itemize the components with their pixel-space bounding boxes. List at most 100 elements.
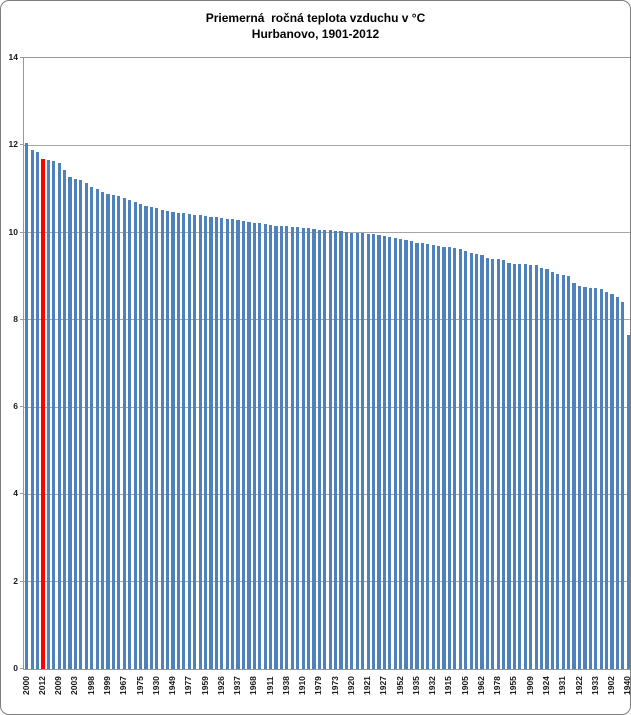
bar-rank-33: [198, 215, 202, 669]
bar-rank-98: [550, 271, 554, 669]
bar-rank-3: [35, 151, 40, 669]
bar-1998: [90, 186, 94, 669]
bar-1910: [301, 227, 305, 669]
bar-rank-18: [117, 196, 121, 669]
bar-rank-23: [144, 205, 148, 669]
gridline-y-2: [24, 581, 630, 583]
bar-1940: [626, 335, 630, 669]
y-axis-tick-mark: [20, 318, 24, 320]
x-axis-tick-label-1915: 1915: [443, 676, 454, 695]
bar-rank-111: [621, 301, 625, 669]
bar-1921: [366, 233, 370, 669]
y-axis-tick-label: 4: [13, 488, 18, 499]
chart-title: Priemerná ročná teplota vzduchu v °C: [205, 11, 426, 25]
bar-rank-8: [63, 170, 67, 669]
bar-rank-48: [279, 226, 284, 669]
bar-rank-36: [214, 217, 218, 669]
x-axis-tick-label-1940: 1940: [622, 676, 631, 695]
bar-rank-35: [209, 216, 213, 669]
bar-rank-81: [458, 249, 462, 669]
y-axis-tick-mark: [20, 668, 24, 669]
y-axis-tick-mark: [20, 57, 24, 58]
bar-rank-42: [247, 222, 251, 669]
x-axis-tick-label-1931: 1931: [557, 676, 568, 695]
x-axis-tick-label-1933: 1933: [589, 676, 600, 695]
bar-rank-12: [84, 183, 88, 669]
bar-1937: [236, 220, 240, 669]
bar-rank-15: [100, 191, 105, 669]
bar-rank-101: [567, 276, 571, 669]
bar-rank-27: [166, 211, 170, 669]
bar-1973: [334, 230, 338, 669]
x-axis-tick-label-2009: 2009: [53, 676, 64, 695]
bar-rank-66: [377, 234, 381, 669]
bar-1932: [431, 244, 435, 669]
chart-title-block: Priemerná ročná teplota vzduchu v °C Hur…: [1, 10, 630, 42]
bar-rank-80: [453, 248, 457, 669]
x-axis-tick-label-1959: 1959: [199, 676, 210, 695]
bar-rank-63: [361, 233, 365, 669]
gridline-y-6: [24, 406, 630, 408]
bar-1909: [529, 264, 533, 669]
bar-1911: [268, 225, 273, 669]
bar-rank-74: [420, 243, 424, 669]
bar-rank-51: [296, 227, 300, 669]
bar-1999: [106, 193, 110, 669]
bar-rank-62: [355, 233, 359, 669]
x-axis-tick-label-1910: 1910: [297, 676, 308, 695]
bar-rank-47: [274, 225, 278, 669]
y-axis-tick-label: 8: [13, 313, 18, 324]
x-axis-tick-label-1902: 1902: [606, 676, 617, 695]
bar-1931: [561, 275, 565, 669]
bar-rank-87: [491, 258, 495, 669]
bar-1927: [382, 235, 386, 669]
bar-1930: [155, 208, 159, 669]
bar-rank-105: [588, 287, 592, 669]
bar-rank-93: [523, 264, 527, 669]
bar-1959: [203, 216, 208, 669]
x-axis-tick-label-1932: 1932: [427, 676, 438, 695]
x-axis-tick-label-2012: 2012: [36, 676, 47, 695]
x-axis-tick-label-1968: 1968: [248, 676, 259, 695]
x-axis-tick-label-1967: 1967: [118, 676, 129, 695]
bar-1975: [138, 203, 143, 669]
bar-rank-89: [502, 260, 506, 669]
plot-area: [23, 57, 630, 670]
bar-rank-110: [615, 296, 620, 669]
x-axis-tick-label-1975: 1975: [134, 676, 145, 695]
bar-rank-108: [605, 291, 609, 669]
y-axis-tick-label: 14: [8, 52, 18, 62]
bar-2012: [41, 159, 45, 669]
gridline-y-4: [24, 493, 630, 495]
x-axis-tick-label-1909: 1909: [524, 676, 535, 695]
bar-rank-17: [111, 194, 115, 669]
x-axis-tick-label-1921: 1921: [362, 676, 373, 695]
bar-rank-50: [290, 226, 294, 669]
bar-1977: [187, 213, 191, 669]
x-axis-tick-label-1949: 1949: [167, 676, 178, 695]
bar-rank-72: [409, 240, 414, 669]
x-axis-tick-label-1955: 1955: [508, 676, 519, 695]
bar-rank-107: [599, 288, 603, 669]
bar-2003: [73, 179, 78, 669]
x-axis-tick-label-1999: 1999: [102, 676, 112, 695]
x-axis-tick-label-2003: 2003: [69, 676, 80, 695]
bar-1962: [480, 255, 484, 669]
y-axis-tick-label: 6: [13, 401, 18, 412]
bar-rank-83: [469, 252, 473, 669]
x-axis-tick-label-1952: 1952: [394, 676, 405, 695]
x-axis-tick-label-1911: 1911: [264, 676, 275, 695]
bar-rank-102: [572, 282, 576, 669]
bar-rank-65: [371, 233, 376, 669]
bar-rank-78: [442, 246, 446, 669]
bar-1902: [610, 293, 614, 669]
x-axis-tick-label-1935: 1935: [410, 676, 421, 695]
bar-rank-14: [95, 188, 99, 669]
bar-1968: [252, 222, 256, 669]
x-axis-tick-label-1978: 1978: [492, 676, 503, 695]
bar-1978: [496, 259, 500, 669]
bar-1905: [464, 250, 468, 669]
bar-rank-75: [426, 244, 430, 669]
bar-1949: [171, 212, 175, 669]
